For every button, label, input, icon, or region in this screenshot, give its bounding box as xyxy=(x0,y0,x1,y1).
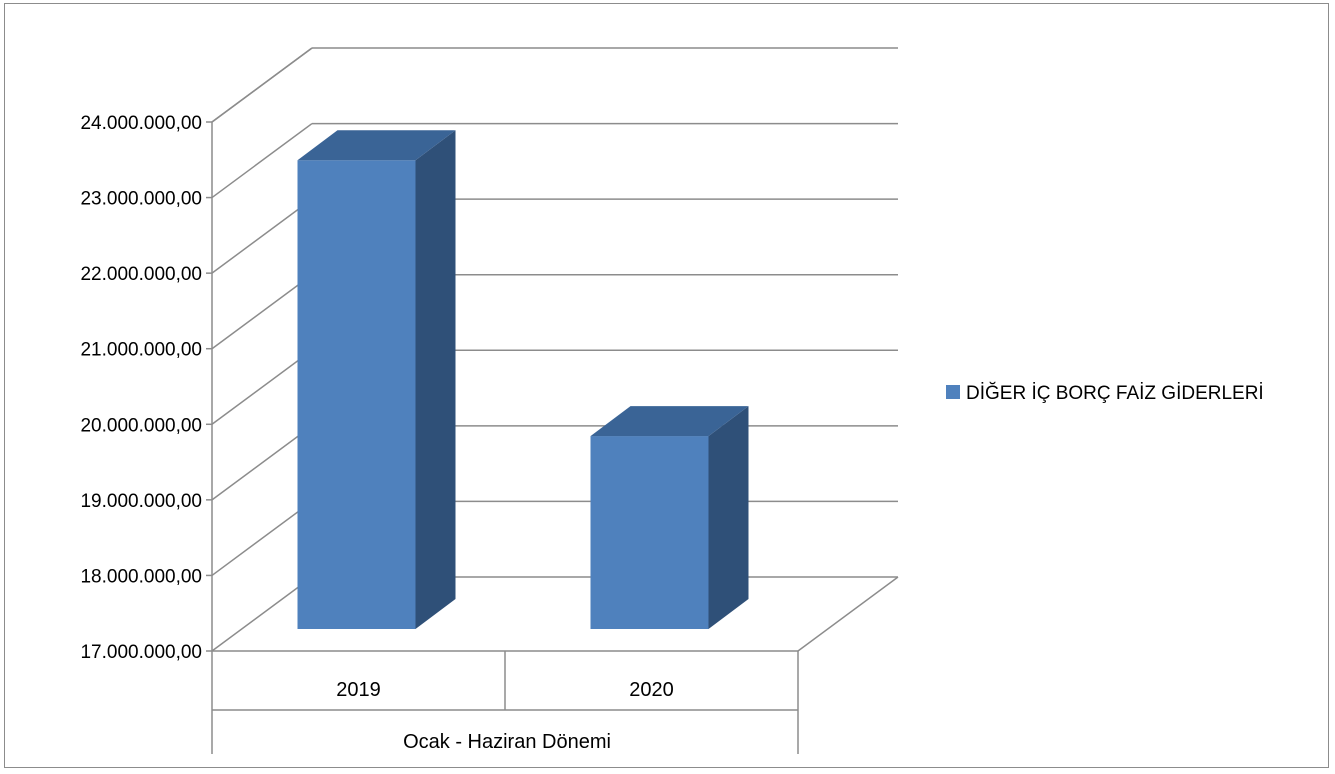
bar-top xyxy=(590,406,749,437)
legend-label: DİĞER İÇ BORÇ FAİZ GİDERLERİ xyxy=(966,382,1264,404)
bar-side xyxy=(708,406,749,629)
y-tick-label: 17.000.000,00 xyxy=(80,642,202,663)
gridline-side xyxy=(211,198,313,274)
gridline-side xyxy=(211,349,313,425)
bar-side xyxy=(415,130,456,629)
gridline-side xyxy=(211,47,313,123)
y-tick-label: 20.000.000,00 xyxy=(80,415,202,436)
y-tick-label: 18.000.000,00 xyxy=(80,566,202,587)
y-tick-label: 22.000.000,00 xyxy=(80,264,202,285)
bar xyxy=(297,130,456,629)
gridline-side xyxy=(211,122,313,199)
x-category-label: 2019 xyxy=(336,679,381,701)
bar-front xyxy=(590,436,709,629)
legend: DİĞER İÇ BORÇ FAİZ GİDERLERİ xyxy=(946,382,1264,404)
x-group-label: Ocak - Haziran Dönemi xyxy=(403,731,611,753)
bar xyxy=(590,406,749,629)
floor-left-edge xyxy=(211,576,313,652)
gridline-side xyxy=(211,500,313,577)
y-tick-label: 24.000.000,00 xyxy=(80,113,202,134)
x-axis: 2019 2020 Ocak - Haziran Dönemi xyxy=(211,651,799,754)
chart-frame xyxy=(4,3,1329,768)
x-category-label: 2020 xyxy=(629,679,674,701)
bars xyxy=(297,130,749,629)
floor-right-edge xyxy=(797,576,899,652)
gridline-side xyxy=(211,274,313,350)
legend-swatch xyxy=(946,385,960,399)
y-tick-label: 21.000.000,00 xyxy=(80,340,202,361)
y-axis-ticks: 17.000.000,00 18.000.000,00 19.000.000,00 2… xyxy=(80,113,212,663)
bar-top xyxy=(297,130,456,161)
y-tick-label: 23.000.000,00 xyxy=(80,189,202,210)
bar-front xyxy=(297,160,416,629)
gridline-side xyxy=(211,425,313,501)
y-tick-label: 19.000.000,00 xyxy=(80,491,202,512)
